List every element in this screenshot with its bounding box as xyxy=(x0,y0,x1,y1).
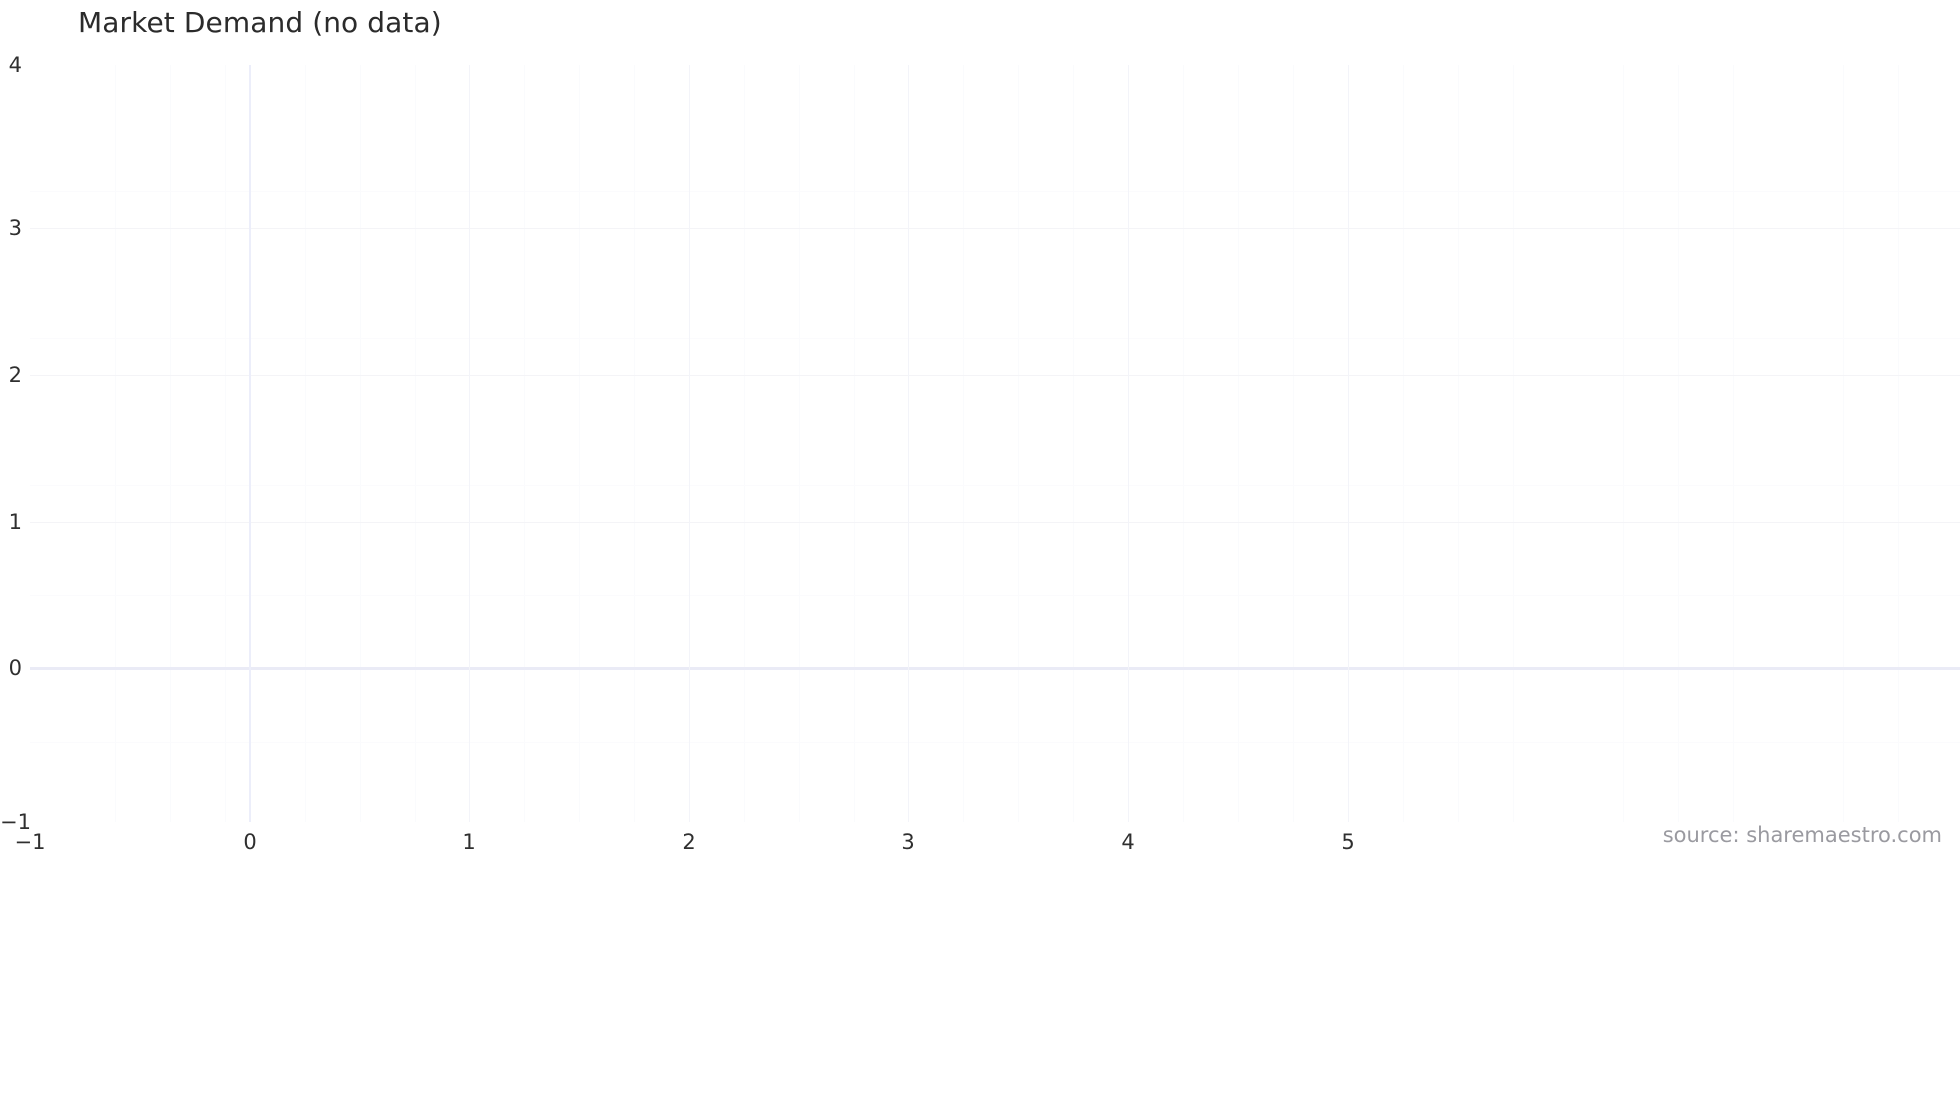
minor-gridline-vertical xyxy=(115,65,116,822)
x-tick-label-0: 0 xyxy=(243,830,257,854)
minor-gridline-horizontal xyxy=(30,338,1960,339)
minor-gridline-vertical xyxy=(579,65,580,822)
gridline-y-1 xyxy=(30,522,1960,523)
minor-gridline-vertical xyxy=(1623,65,1624,822)
minor-gridline-vertical xyxy=(1293,65,1294,822)
gridline-x-4 xyxy=(1128,65,1129,822)
x-tick-label-5: 5 xyxy=(1341,830,1355,854)
minor-gridline-horizontal xyxy=(30,191,1960,192)
minor-gridline-vertical xyxy=(744,65,745,822)
minor-gridline-vertical xyxy=(854,65,855,822)
x-tick-label-1: 1 xyxy=(462,830,476,854)
gridline-x-2 xyxy=(689,65,690,822)
minor-gridline-horizontal xyxy=(30,595,1960,596)
minor-gridline-vertical xyxy=(170,65,171,822)
minor-gridline-vertical xyxy=(1678,65,1679,822)
y-tick-label-4: 4 xyxy=(8,53,22,77)
x-tick-label-4: 4 xyxy=(1121,830,1135,854)
page-title: Market Demand (no data) xyxy=(78,6,442,39)
minor-gridline-vertical xyxy=(1403,65,1404,822)
minor-gridline-vertical xyxy=(1513,65,1514,822)
minor-gridline-vertical xyxy=(1733,65,1734,822)
minor-gridline-vertical xyxy=(1073,65,1074,822)
gridline-x-5 xyxy=(1348,65,1349,822)
minor-gridline-horizontal xyxy=(30,485,1960,486)
minor-gridline-vertical xyxy=(360,65,361,822)
gridline-x-0 xyxy=(249,65,251,822)
y-tick-label-2: 2 xyxy=(8,363,22,387)
minor-gridline-vertical xyxy=(225,65,226,822)
x-tick-label-3: 3 xyxy=(901,830,915,854)
minor-gridline-vertical xyxy=(1183,65,1184,822)
minor-gridline-vertical xyxy=(1843,65,1844,822)
x-tick-label-2: 2 xyxy=(682,830,696,854)
y-tick-label-3: 3 xyxy=(8,216,22,240)
source-attribution: source: sharemaestro.com xyxy=(1662,823,1942,847)
minor-gridline-vertical xyxy=(524,65,525,822)
plot-area: source: sharemaestro.com xyxy=(30,65,1960,847)
gridline-y-2 xyxy=(30,375,1960,376)
minor-gridline-vertical xyxy=(415,65,416,822)
minor-gridline-vertical xyxy=(1458,65,1459,822)
y-tick-label-0: 0 xyxy=(8,656,22,680)
minor-gridline-horizontal xyxy=(30,742,1960,743)
minor-gridline-vertical xyxy=(1018,65,1019,822)
minor-gridline-vertical xyxy=(634,65,635,822)
minor-gridline-vertical xyxy=(1238,65,1239,822)
minor-gridline-vertical xyxy=(799,65,800,822)
gridline-x-1 xyxy=(469,65,470,822)
minor-gridline-vertical xyxy=(963,65,964,822)
minor-gridline-vertical xyxy=(1898,65,1899,822)
gridline-y-3 xyxy=(30,228,1960,229)
x-tick-label-neg1: −1 xyxy=(14,830,46,854)
minor-gridline-vertical xyxy=(305,65,306,822)
gridline-y-0 xyxy=(30,667,1960,670)
y-tick-label-1: 1 xyxy=(8,510,22,534)
gridline-x-3 xyxy=(908,65,909,822)
